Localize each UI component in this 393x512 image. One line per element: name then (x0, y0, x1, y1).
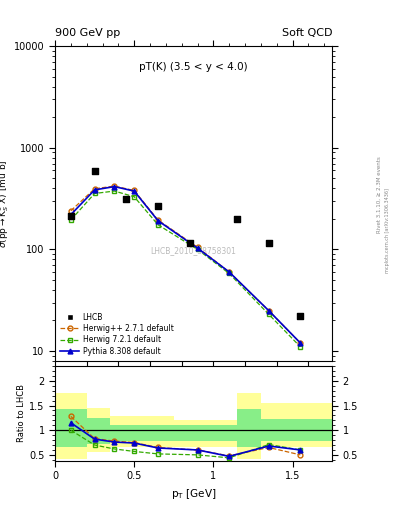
Point (186, 239, 193, 247)
Point (155, 202, 161, 210)
Point (68, 211, 74, 220)
Point (266, 239, 272, 247)
Point (123, 196, 129, 204)
Y-axis label: Ratio to LHCB: Ratio to LHCB (17, 385, 26, 442)
Text: LHCB_2010_S8758301: LHCB_2010_S8758301 (151, 246, 237, 255)
Legend: LHCB, Herwig++ 2.7.1 default, Herwig 7.2.1 default, Pythia 8.308 default: LHCB, Herwig++ 2.7.1 default, Herwig 7.2… (59, 311, 175, 357)
Point (234, 215, 240, 223)
X-axis label: p$_\mathrm{T}$ [GeV]: p$_\mathrm{T}$ [GeV] (171, 487, 216, 501)
Text: 900 GeV pp: 900 GeV pp (55, 28, 120, 38)
Point (297, 312, 303, 321)
Text: Soft QCD: Soft QCD (282, 28, 332, 38)
Y-axis label: $\sigma$(pp$\rightarrow$K$^0_S$ X) [mu b]: $\sigma$(pp$\rightarrow$K$^0_S$ X) [mu b… (0, 159, 11, 248)
Text: pT(K) (3.5 < y < 4.0): pT(K) (3.5 < y < 4.0) (139, 62, 248, 72)
Point (92, 167, 98, 175)
Text: mcplots.cern.ch [arXiv:1306.3436]: mcplots.cern.ch [arXiv:1306.3436] (385, 188, 389, 273)
Text: Rivet 3.1.10, ≥ 2.3M events: Rivet 3.1.10, ≥ 2.3M events (377, 156, 382, 233)
